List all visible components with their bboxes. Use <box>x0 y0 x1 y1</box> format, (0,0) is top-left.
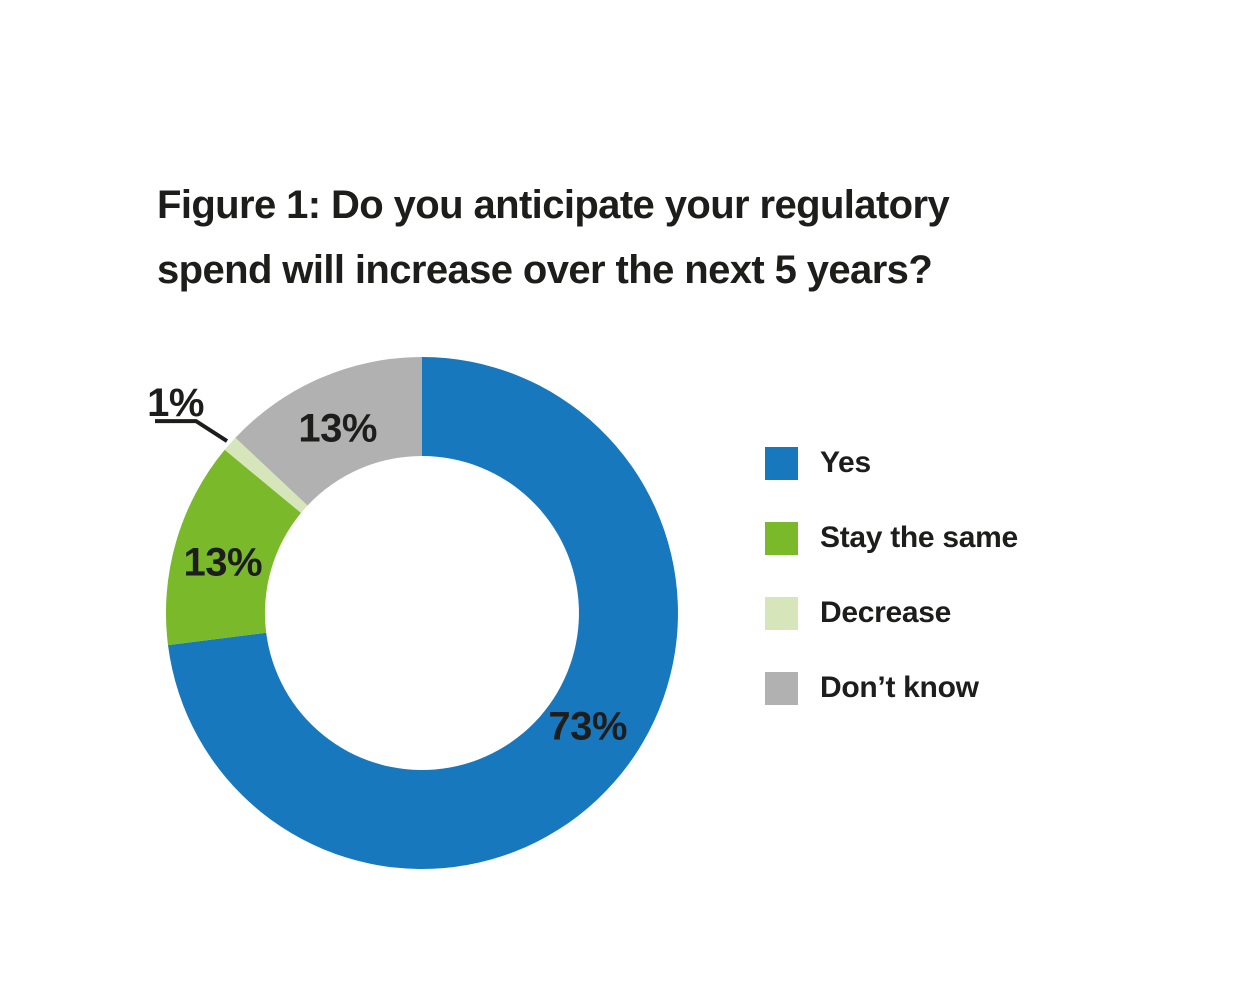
legend-label-decrease: Decrease <box>820 596 952 629</box>
slice-label-decrease: 1% <box>147 381 204 425</box>
slice-label-stay-the-same: 13% <box>184 541 263 585</box>
slice-don-t-know <box>235 357 422 506</box>
figure-title-line-1: Figure 1: Do you anticipate your regulat… <box>157 182 950 227</box>
legend-item-decrease: Decrease <box>765 596 1018 630</box>
legend-label-don-t-know: Don’t know <box>820 671 979 704</box>
slice-decrease <box>224 437 308 513</box>
slice-stay-the-same <box>165 449 301 646</box>
legend-swatch-yes <box>765 446 798 480</box>
slice-yes <box>168 357 678 869</box>
legend-item-stay-the-same: Stay the same <box>765 521 1018 555</box>
figure-title-line-2: spend will increase over the next 5 year… <box>157 247 933 292</box>
legend-item-yes: Yes <box>765 446 1018 480</box>
legend-swatch-decrease <box>765 596 798 630</box>
slice-label-don-t-know: 13% <box>298 406 377 450</box>
chart-legend: Yes Stay the same Decrease Don’t know <box>765 446 1018 746</box>
legend-swatch-don-t-know <box>765 671 798 705</box>
callout-line-decrease <box>155 419 229 443</box>
legend-item-don-t-know: Don’t know <box>765 671 1018 705</box>
legend-label-stay-the-same: Stay the same <box>820 521 1018 554</box>
figure-title: Figure 1: Do you anticipate your regulat… <box>157 173 950 303</box>
legend-swatch-stay-the-same <box>765 521 798 555</box>
legend-label-yes: Yes <box>820 446 871 479</box>
slice-label-yes: 73% <box>548 705 627 749</box>
